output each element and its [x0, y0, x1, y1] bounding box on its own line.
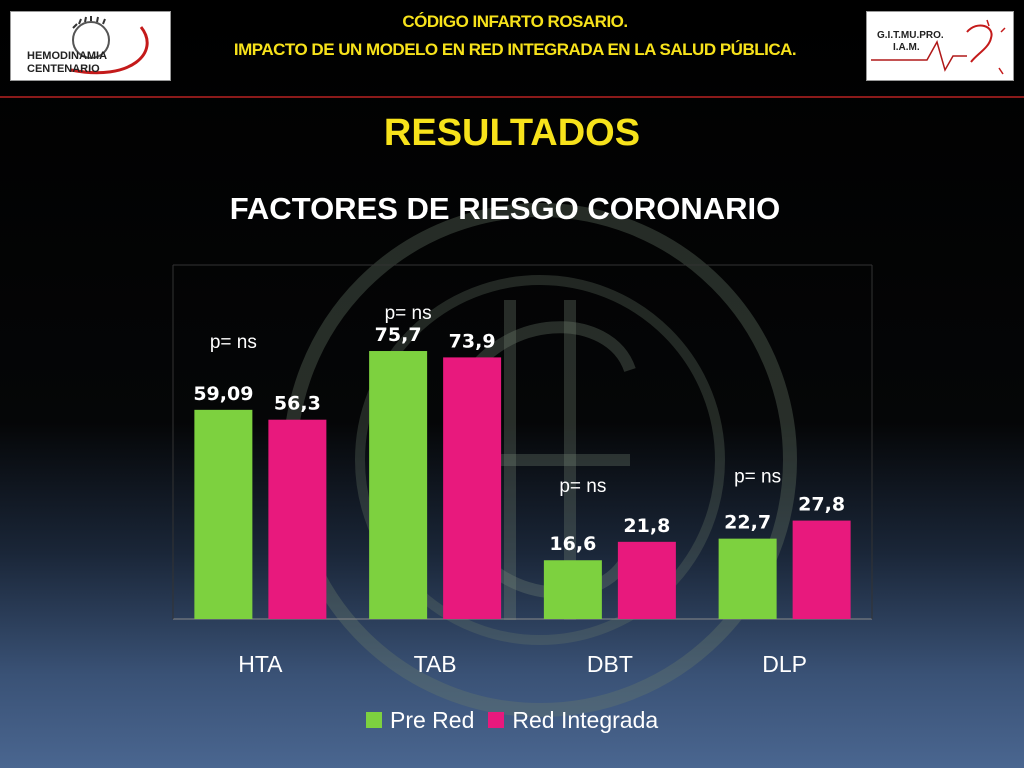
- gitmupro-logo: G.I.T.MU.PRO. I.A.M.: [866, 11, 1014, 81]
- legend-swatch-pre-red: [366, 712, 382, 728]
- legend-label-red-integrada: Red Integrada: [512, 706, 659, 733]
- data-label: 73,9: [449, 330, 496, 352]
- p-value-annotation: p= ns: [559, 476, 606, 497]
- bar-hta-pre-red: [194, 409, 253, 619]
- header-line-2: IMPACTO DE UN MODELO EN RED INTEGRADA EN…: [233, 40, 797, 59]
- data-label: 21,8: [623, 515, 670, 537]
- svg-text:G.I.T.MU.PRO.: G.I.T.MU.PRO.: [877, 30, 944, 41]
- data-label: 56,3: [274, 393, 321, 415]
- p-value-annotation: p= ns: [734, 467, 781, 488]
- category-label: HTA: [238, 651, 283, 677]
- bar-tab-red-integrada: [443, 357, 502, 619]
- data-label: 16,6: [549, 533, 596, 555]
- data-label: 75,7: [375, 324, 422, 346]
- svg-text:HEMODINAMIA: HEMODINAMIA: [27, 50, 107, 62]
- category-label: DBT: [587, 651, 633, 677]
- svg-text:I.A.M.: I.A.M.: [893, 42, 920, 53]
- data-label: 22,7: [724, 512, 771, 534]
- chart-title: FACTORES DE RIESGO CORONARIO: [229, 191, 781, 226]
- p-value-annotation: p= ns: [210, 332, 257, 353]
- p-value-annotation: p= ns: [385, 303, 432, 324]
- bar-dlp-pre-red: [718, 538, 777, 619]
- legend-item-pre-red: Pre Red: [366, 707, 474, 734]
- bar-hta-red-integrada: [268, 419, 327, 619]
- bar-tab-pre-red: [369, 351, 428, 619]
- legend-item-red-integrada: Red Integrada: [488, 707, 658, 734]
- svg-text:CENTENARIO: CENTENARIO: [27, 63, 100, 75]
- data-label: 27,8: [798, 494, 845, 516]
- legend-swatch-red-integrada: [488, 712, 505, 728]
- legend-label-pre-red: Pre Red: [390, 706, 475, 733]
- bar-dlp-red-integrada: [792, 520, 851, 619]
- hemodinamia-centenario-logo: HEMODINAMIA CENTENARIO: [10, 11, 171, 81]
- chart-legend: Pre Red Red Integrada: [366, 706, 658, 734]
- category-label: DLP: [762, 651, 807, 677]
- category-label: TAB: [414, 651, 457, 677]
- page-title: RESULTADOS: [383, 112, 641, 154]
- header-divider: [0, 96, 1024, 98]
- data-label: 59,09: [193, 383, 253, 405]
- bar-dbt-red-integrada: [617, 541, 676, 619]
- header-line-1: CÓDIGO INFARTO ROSARIO.: [402, 12, 628, 31]
- bar-dbt-pre-red: [543, 560, 602, 619]
